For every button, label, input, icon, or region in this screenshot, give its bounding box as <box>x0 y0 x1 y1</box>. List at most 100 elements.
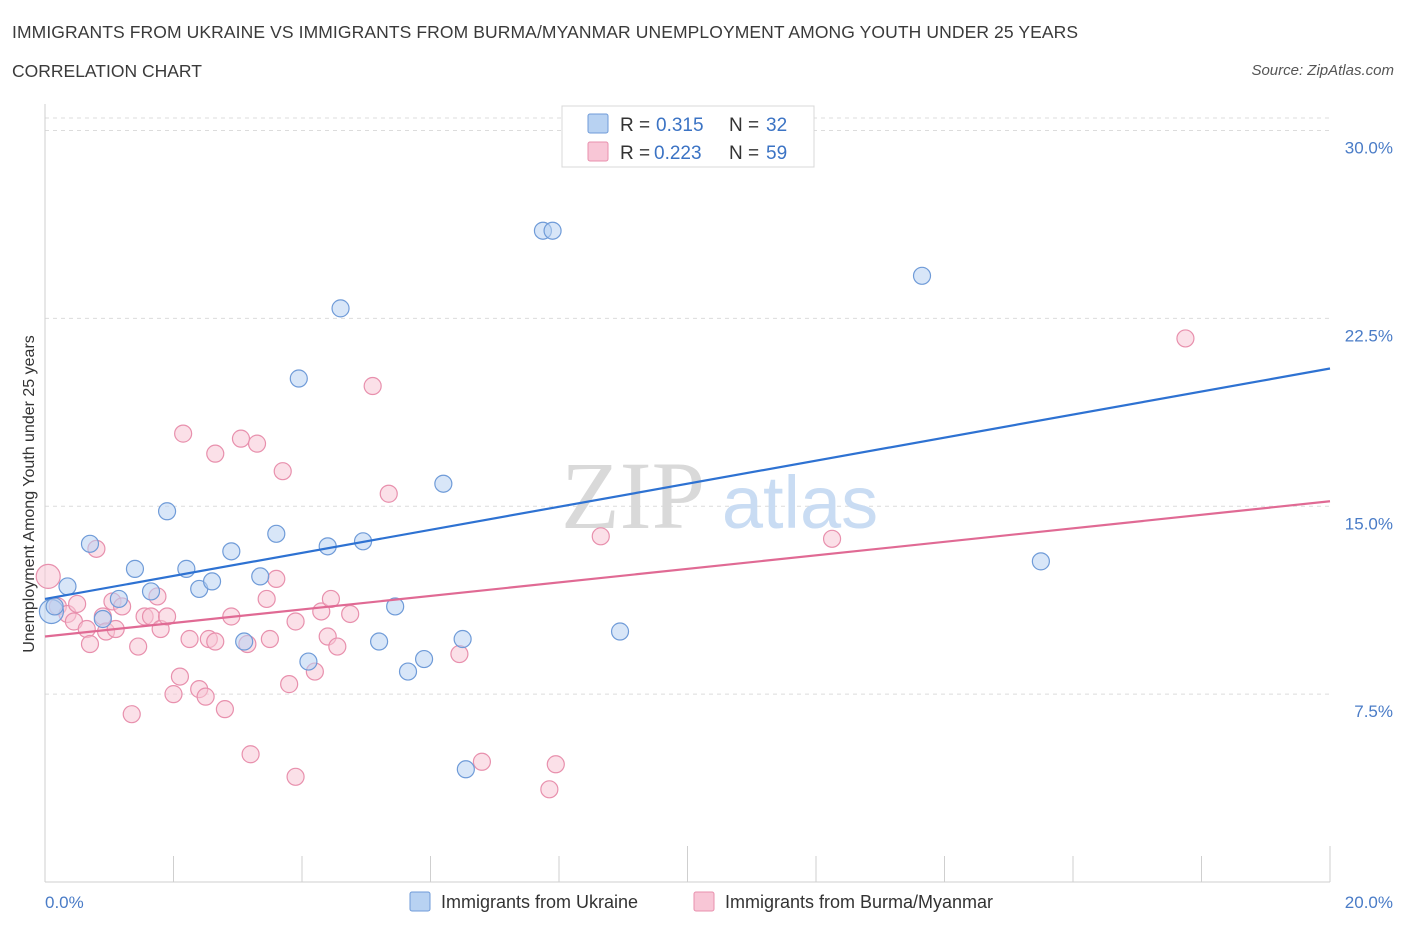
point-ukraine-31 <box>912 266 932 285</box>
point-ukraine-21 <box>370 632 389 651</box>
point-ukraine-24 <box>414 649 434 669</box>
point-ukraine-25 <box>434 474 453 493</box>
y-axis-title: Unemployment Among Youth under 25 years <box>21 335 38 653</box>
stats-n-label-burma: N = <box>729 143 759 164</box>
point-ukraine-7 <box>141 582 161 601</box>
point-burma-37 <box>267 569 286 589</box>
data-points <box>35 221 1195 799</box>
point-burma-27 <box>206 632 225 651</box>
x-tick-label-max: 20.0% <box>1345 893 1393 912</box>
stats-n-value-burma: 59 <box>766 143 787 164</box>
point-burma-53 <box>546 755 565 774</box>
point-burma-54 <box>591 527 610 546</box>
axes <box>44 104 1331 883</box>
legend-swatch-burma <box>693 891 715 912</box>
point-burma-49 <box>379 484 398 503</box>
point-burma-34 <box>247 434 267 453</box>
tick-labels: 7.5% 15.0% 22.5% 30.0% 0.0% 20.0% <box>45 139 1393 912</box>
stats-n-label-ukraine: N = <box>729 115 759 136</box>
point-ukraine-2 <box>58 577 77 596</box>
point-burma-48 <box>363 376 382 396</box>
x-tick-label-min: 0.0% <box>45 893 84 912</box>
point-ukraine-15 <box>267 524 286 543</box>
point-ukraine-29 <box>543 221 562 240</box>
stats-swatch-burma <box>587 141 609 162</box>
point-ukraine-32 <box>1031 552 1050 571</box>
stats-swatch-ukraine <box>587 113 609 134</box>
point-burma-20 <box>164 685 183 704</box>
stats-n-value-ukraine: 32 <box>766 115 787 136</box>
trend-lines <box>44 367 1331 638</box>
point-ukraine-5 <box>109 589 128 609</box>
legend-label-ukraine: Immigrants from Ukraine <box>441 892 638 912</box>
point-ukraine-30 <box>610 622 630 641</box>
legend-label-burma: Immigrants from Burma/Myanmar <box>725 892 993 912</box>
point-burma-52 <box>540 780 559 799</box>
point-burma-33 <box>241 745 260 764</box>
series-legend: Immigrants from Ukraine Immigrants from … <box>409 891 993 912</box>
point-burma-56 <box>1176 329 1195 348</box>
point-ukraine-1 <box>45 597 64 616</box>
watermark-zip: ZIP <box>561 442 705 549</box>
point-burma-19 <box>157 607 177 626</box>
point-ukraine-17 <box>299 652 318 671</box>
stats-legend: R = 0.315 N = 32 R = 0.223 N = 59 <box>561 105 815 168</box>
stats-r-value-ukraine: 0.315 <box>656 115 704 136</box>
point-burma-14 <box>129 637 148 656</box>
point-burma-0 <box>35 563 61 590</box>
point-burma-22 <box>174 424 193 443</box>
point-burma-46 <box>328 637 347 656</box>
point-burma-51 <box>472 752 491 771</box>
point-ukraine-8 <box>157 502 177 521</box>
point-burma-35 <box>257 589 276 609</box>
point-burma-41 <box>286 767 305 786</box>
gridlines <box>45 117 1330 695</box>
point-burma-31 <box>231 429 251 448</box>
chart-subtitle: CORRELATION CHART <box>12 61 202 81</box>
stats-r-label-burma: R = <box>620 143 650 164</box>
watermark-atlas: atlas <box>722 461 878 544</box>
point-ukraine-19 <box>331 299 350 318</box>
point-burma-47 <box>341 604 360 624</box>
trend-line-ukraine <box>44 367 1331 601</box>
stats-r-label-ukraine: R = <box>620 115 650 136</box>
y-tick-label-1: 15.0% <box>1345 514 1393 533</box>
zipatlas-watermark: ZIP atlas <box>561 442 878 549</box>
chart-title: IMMIGRANTS FROM UKRAINE VS IMMIGRANTS FR… <box>12 22 1079 42</box>
point-ukraine-6 <box>125 559 145 578</box>
point-burma-21 <box>170 667 190 686</box>
y-tick-label-3: 30.0% <box>1345 139 1393 158</box>
point-burma-36 <box>260 629 279 649</box>
point-ukraine-13 <box>235 632 254 651</box>
point-burma-6 <box>80 634 100 654</box>
y-tick-label-0: 7.5% <box>1354 702 1393 721</box>
point-ukraine-3 <box>80 534 100 553</box>
point-burma-38 <box>273 462 292 481</box>
point-ukraine-4 <box>93 609 112 629</box>
trend-line-burma <box>44 500 1331 638</box>
point-ukraine-12 <box>222 542 241 561</box>
point-burma-5 <box>77 619 96 639</box>
point-burma-55 <box>822 529 842 548</box>
point-burma-50 <box>450 644 469 664</box>
point-burma-23 <box>180 629 199 649</box>
point-ukraine-11 <box>202 572 222 591</box>
point-burma-40 <box>286 612 305 631</box>
legend-swatch-ukraine <box>409 891 431 912</box>
point-ukraine-16 <box>289 369 308 388</box>
point-ukraine-14 <box>251 567 270 586</box>
point-ukraine-26 <box>453 629 472 649</box>
y-tick-label-2: 22.5% <box>1345 326 1393 345</box>
point-burma-28 <box>206 444 225 463</box>
point-burma-29 <box>215 700 234 719</box>
stats-r-value-burma: 0.223 <box>654 143 702 164</box>
point-ukraine-23 <box>398 662 418 681</box>
point-ukraine-27 <box>456 760 475 779</box>
source-credit: Source: ZipAtlas.com <box>1251 62 1394 79</box>
point-burma-25 <box>196 687 215 706</box>
point-burma-4 <box>68 594 87 614</box>
point-burma-39 <box>280 675 299 694</box>
point-ukraine-22 <box>386 597 405 616</box>
point-burma-13 <box>122 705 141 724</box>
